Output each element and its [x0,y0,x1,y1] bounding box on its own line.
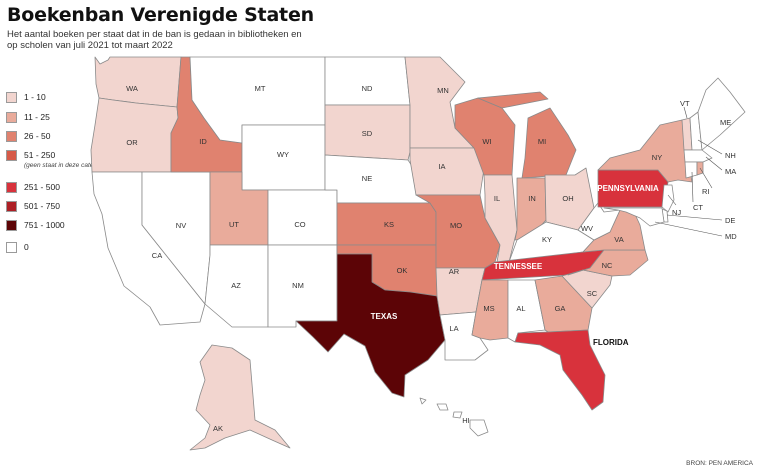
state-label-wy: WY [277,150,289,159]
state-ia[interactable] [409,147,486,196]
state-label-wv: WV [581,224,593,233]
state-or[interactable] [90,97,179,173]
state-label-md: MD [725,232,737,241]
state-label-fl: FLORIDA [593,338,629,347]
state-label-ok: OK [397,266,408,275]
state-label-ny: NY [652,153,662,162]
state-label-la: LA [449,324,458,333]
legend-swatch [6,201,17,212]
state-label-hi: HI [462,416,470,425]
legend-label: 11 - 25 [24,112,50,122]
state-label-ut: UT [229,220,239,229]
state-label-in: IN [528,194,536,203]
state-label-mo: MO [450,221,462,230]
legend-swatch [6,242,17,253]
state-label-sc: SC [587,289,598,298]
legend-swatch [6,220,17,231]
state-label-ak: AK [213,424,223,433]
state-label-il: IL [494,194,500,203]
state-label-mn: MN [437,86,449,95]
state-label-al: AL [516,304,525,313]
legend-label: 26 - 50 [24,131,51,141]
state-label-tn: TENNESSEE [494,262,543,271]
state-label-nj: NJ [672,208,681,217]
map-subtitle: Het aantal boeken per staat dat in de ba… [7,29,302,51]
state-md[interactable] [603,207,665,227]
legend-label: 251 - 500 [24,182,60,192]
legend-swatch [6,150,17,161]
state-label-wi: WI [482,137,491,146]
state-ct[interactable] [684,161,698,179]
legend-item: 251 - 500 [6,182,146,196]
legend-item: 51 - 250 (geen staat in deze categorie) [6,150,146,169]
legend-label: 51 - 250 [24,150,56,160]
state-label-mi: MI [538,137,546,146]
legend-label: 751 - 1000 [24,220,65,230]
state-me[interactable] [697,77,746,151]
source-note: BRON: PEN AMERICA [686,460,753,467]
state-label-me: ME [720,118,731,127]
state-label-ks: KS [384,220,394,229]
state-co[interactable] [267,189,338,246]
legend-swatch [6,112,17,123]
state-label-ma: MA [725,167,736,176]
state-label-nc: NC [602,261,613,270]
state-label-oh: OH [562,194,573,203]
state-label-vt: VT [680,99,690,108]
legend-item: 501 - 750 [6,201,146,215]
state-label-ar: AR [449,267,460,276]
state-label-ms: MS [483,304,494,313]
state-label-ct: CT [693,203,703,212]
state-ak[interactable] [189,344,291,451]
state-label-mt: MT [255,84,266,93]
state-label-sd: SD [362,129,373,138]
state-nc[interactable] [567,249,649,277]
legend-swatch [6,131,17,142]
state-label-or: OR [126,138,138,147]
state-label-az: AZ [231,281,241,290]
state-label-ne: NE [362,174,372,183]
legend-swatch [6,182,17,193]
map-title: Boekenban Verenigde Staten [7,4,314,26]
state-nd[interactable] [324,56,411,106]
legend-item: 1 - 10 [6,92,146,106]
state-hi[interactable] [419,397,489,437]
state-label-ky: KY [542,235,552,244]
state-tx[interactable] [295,253,446,398]
state-label-va: VA [614,235,623,244]
legend-item: 751 - 1000 [6,220,146,234]
state-label-nd: ND [362,84,373,93]
state-label-co: CO [294,220,305,229]
state-label-ca: CA [152,251,162,260]
state-label-wa: WA [126,84,138,93]
state-label-tx: TEXAS [371,312,398,321]
state-label-ga: GA [555,304,566,313]
state-label-nm: NM [292,281,304,290]
state-label-pa: PENNSYLVANIA [597,184,659,193]
legend-label: 1 - 10 [24,92,46,102]
state-wv[interactable] [577,202,621,241]
state-nj[interactable] [661,184,675,213]
state-label-id: ID [199,137,207,146]
legend-item: 0 [6,242,146,256]
legend-label: 0 [24,242,29,252]
legend-note: (geen staat in deze categorie) [24,162,110,169]
state-label-nv: NV [176,221,186,230]
state-sd[interactable] [324,104,411,161]
state-label-de: DE [725,216,735,225]
state-fl[interactable] [514,329,606,411]
state-label-ri: RI [702,187,710,196]
state-ma[interactable] [683,149,713,163]
state-label-ia: IA [438,162,445,171]
state-label-nh: NH [725,151,736,160]
legend-label: 501 - 750 [24,201,60,211]
state-mi[interactable] [477,91,577,179]
legend-item: 11 - 25 [6,112,146,126]
legend-item: 26 - 50 [6,131,146,145]
legend-swatch [6,92,17,103]
